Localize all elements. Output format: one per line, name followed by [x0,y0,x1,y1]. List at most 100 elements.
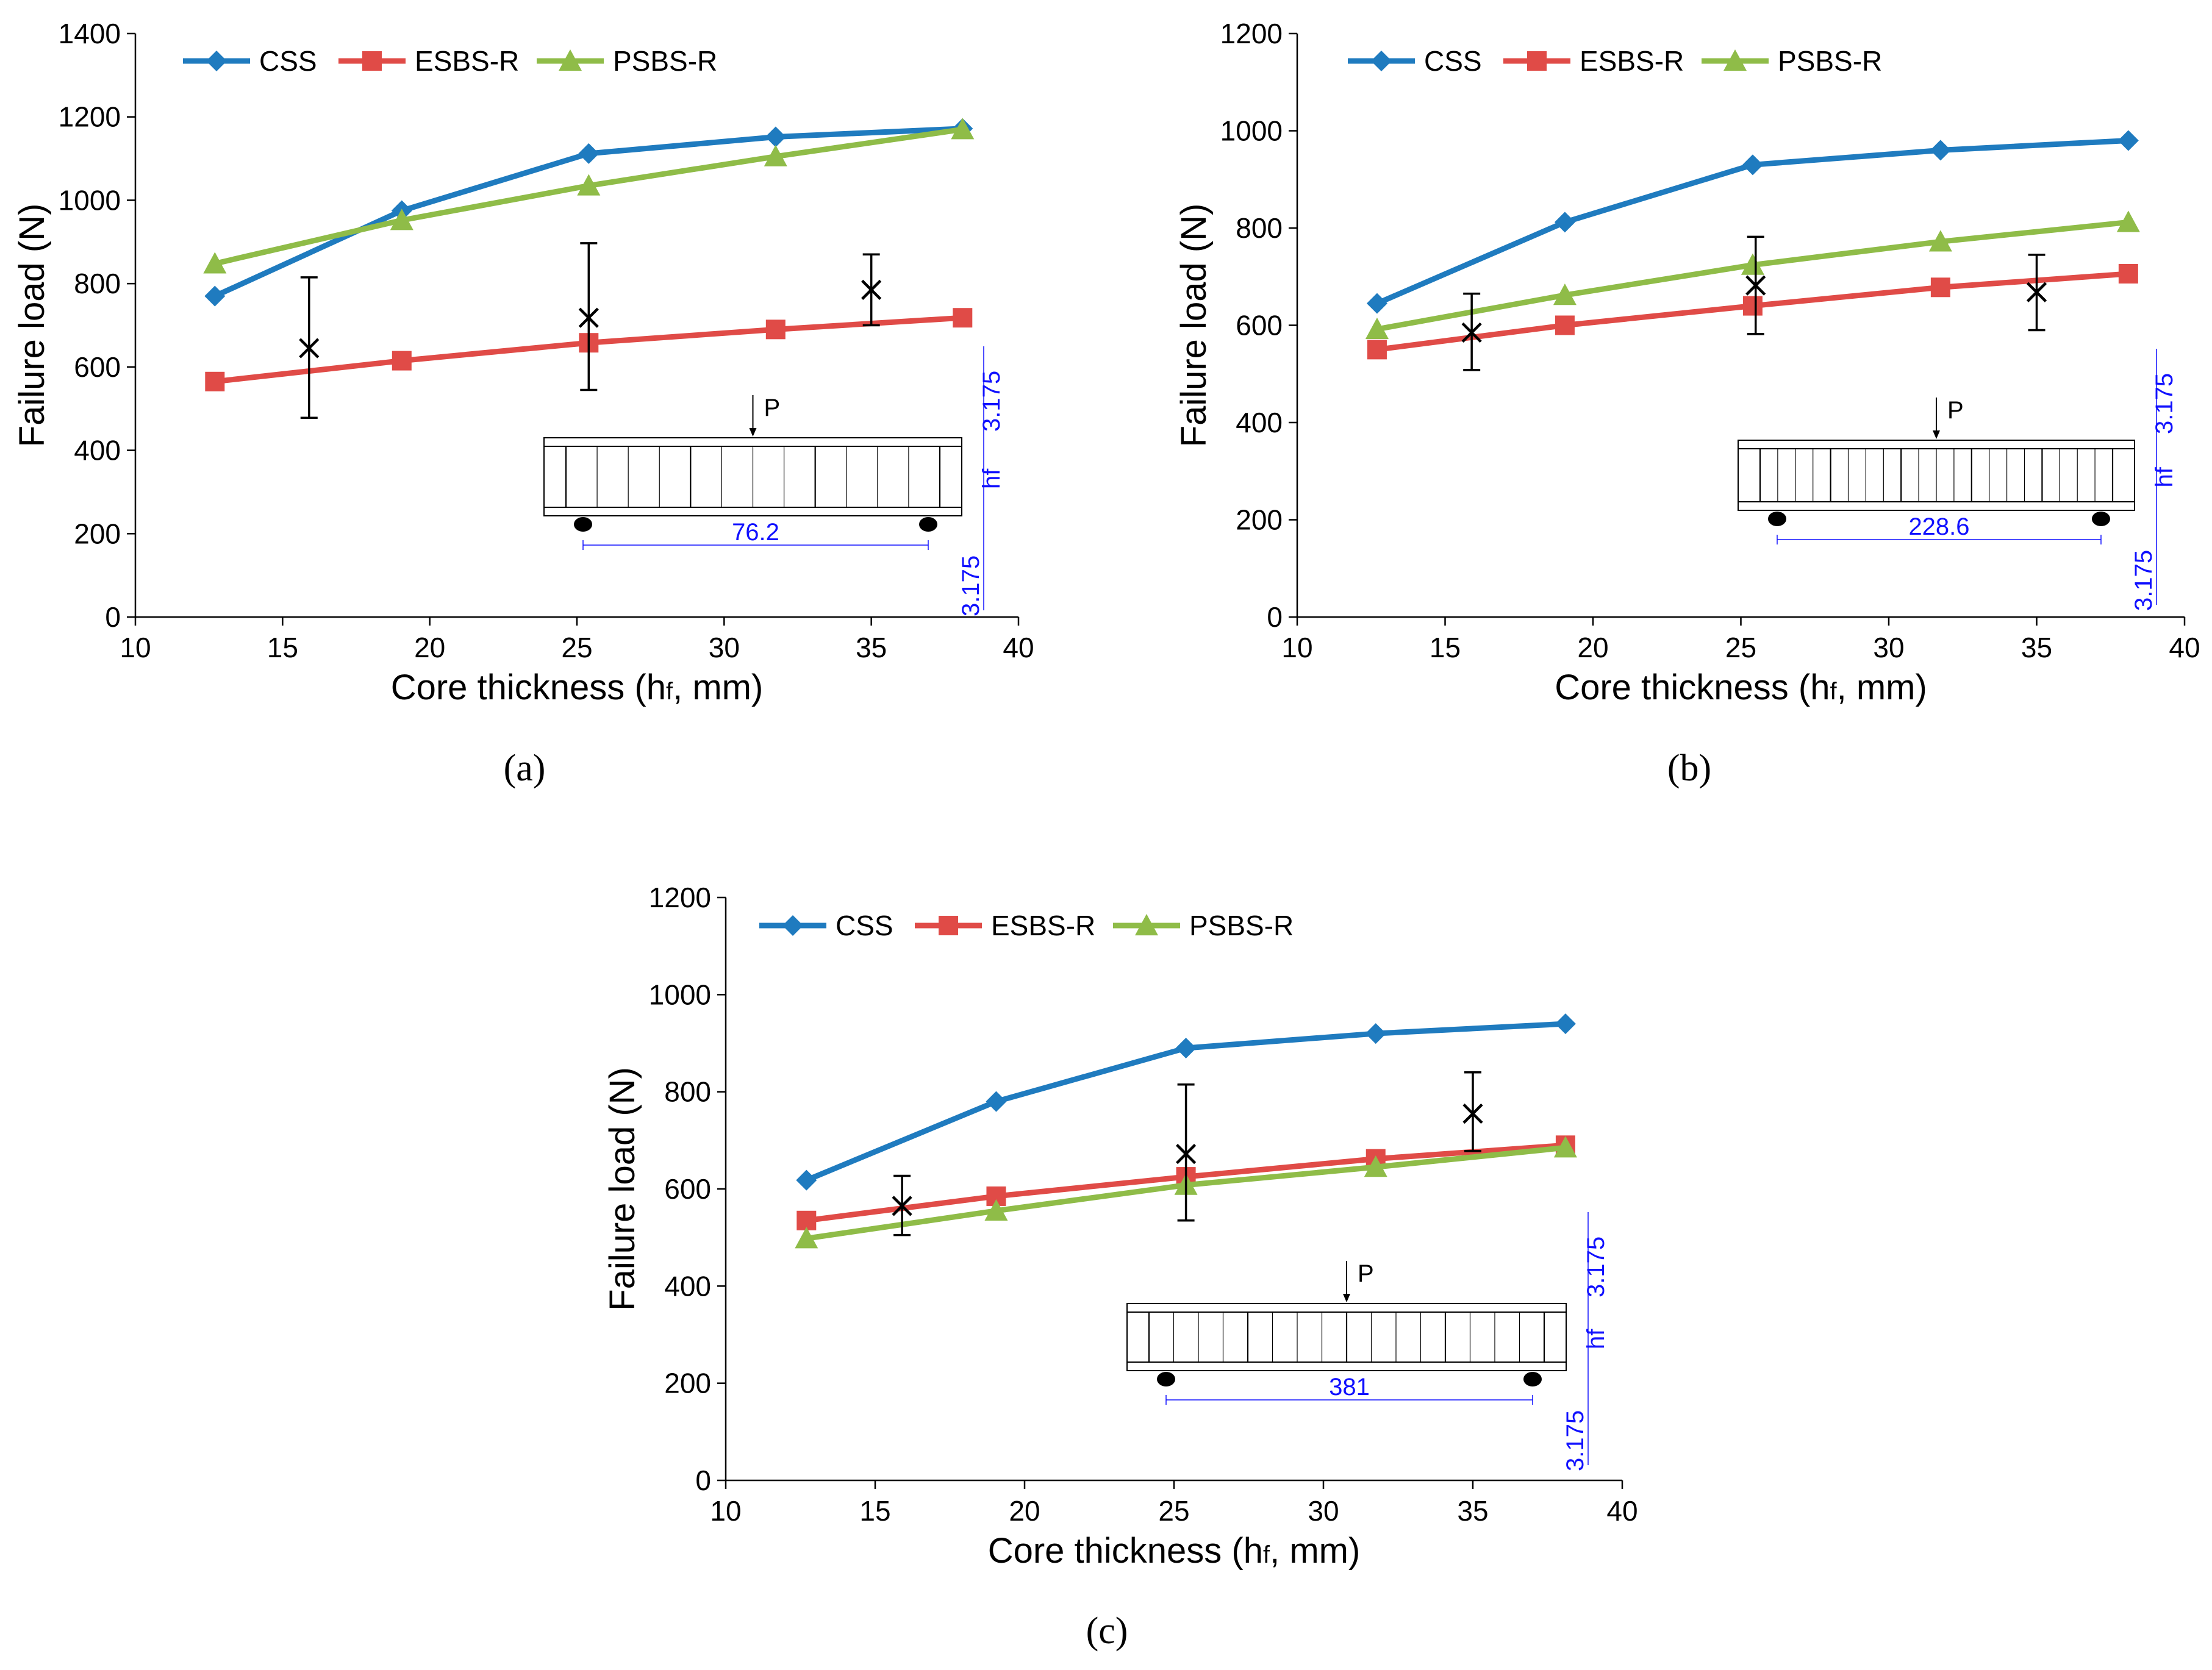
experimental-mean-marker [2026,282,2047,302]
y-tick-label: 0 [105,601,121,633]
data-point-esbs-r [1930,277,1950,298]
legend-marker-psbs-r [1135,914,1158,936]
panel-label: (a) [504,748,546,789]
legend-label-css: CSS [1424,45,1482,77]
data-point-css [2117,130,2139,151]
data-point-css [796,1169,817,1191]
x-tick-label: 30 [709,632,740,663]
bottom-face-thickness-label: 3.175 [1562,1410,1589,1471]
data-point-css [204,285,226,307]
y-axis-title: Failure load (N) [12,204,52,448]
data-point-css [986,1091,1007,1112]
experimental-mean-marker [1461,322,1482,343]
load-arrow-head [749,428,757,437]
x-tick-label: 20 [1577,632,1608,663]
y-tick-label: 1000 [59,184,121,216]
x-tick-label: 35 [856,632,887,663]
y-tick-label: 600 [1236,310,1283,341]
data-point-psbs-r [984,1199,1008,1221]
y-tick-label: 1000 [649,979,711,1010]
data-point-psbs-r [1553,1136,1577,1158]
data-point-esbs-r [392,351,412,371]
legend-marker-css [782,915,803,936]
core-thickness-label: hf [978,468,1005,489]
y-axis-title: Failure load (N) [1174,204,1214,448]
data-point-psbs-r [1741,253,1764,275]
beam-inset-diagram: P 381 3.175 hf 3.175 [1126,1212,1609,1471]
legend-label-psbs-r: PSBS-R [1189,910,1294,941]
x-tick-label: 30 [1308,1495,1339,1527]
y-tick-label: 0 [695,1465,711,1496]
y-tick-label: 600 [74,351,121,383]
x-tick-label: 40 [1606,1495,1638,1527]
y-tick-label: 800 [1236,212,1283,244]
data-point-esbs-r [1367,340,1387,360]
bottom-face-thickness-label: 3.175 [2130,550,2157,611]
y-tick-label: 400 [74,435,121,466]
legend-marker-psbs-r [1723,49,1747,71]
chart-panel-1: 0 200 400 600 800 1000 1200 1400 10 15 20 25 30 35 40 C… [12,18,1034,789]
experimental-mean-marker [1462,1103,1483,1124]
x-axis-title: Core thickness (hf, mm) [391,668,764,707]
left-support [574,517,592,532]
legend-marker-psbs-r [559,49,582,71]
core-thickness-label: hf [2151,466,2178,487]
data-point-css [578,143,600,164]
right-support [1523,1372,1542,1386]
y-tick-label: 1200 [649,882,711,913]
y-tick-label: 0 [1267,601,1283,633]
x-tick-label: 10 [1281,632,1312,663]
data-point-css [1554,212,1575,233]
y-tick-label: 1200 [1220,18,1283,49]
data-point-css [1175,1037,1197,1058]
load-label: P [1947,397,1964,424]
data-point-psbs-r [577,174,601,196]
data-point-psbs-r [2116,210,2140,232]
legend-label-css: CSS [259,45,317,77]
data-point-esbs-r [1555,315,1575,335]
experimental-mean-marker [1176,1144,1197,1165]
data-point-psbs-r [1928,230,1952,252]
top-face-thickness-label: 3.175 [978,371,1005,432]
x-axis-title: Core thickness (hf, mm) [988,1531,1361,1571]
data-point-psbs-r [795,1227,818,1249]
data-point-esbs-r [205,371,225,391]
data-point-psbs-r [764,145,787,166]
experimental-mean-marker [892,1196,912,1216]
load-label: P [1358,1260,1374,1287]
core-thickness-label: hf [1583,1329,1609,1349]
y-tick-label: 400 [664,1270,711,1302]
x-tick-label: 25 [1158,1495,1189,1527]
x-tick-label: 35 [2021,632,2052,663]
data-point-esbs-r [2118,263,2138,284]
y-tick-label: 200 [74,518,121,549]
bottom-face-thickness-label: 3.175 [957,555,984,616]
x-axis-title: Core thickness (hf, mm) [1555,668,1927,707]
x-tick-label: 15 [1430,632,1461,663]
beam-inset-diagram: P 228.6 3.175 hf 3.175 [1738,349,2178,611]
data-point-esbs-r [765,319,786,340]
beam-inset-diagram: P 76.2 3.175 hf 3.175 [543,346,1005,616]
chart-panel-3: 0 200 400 600 800 1000 1200 10 15 20 25 30 35 40 Core … [603,882,1638,1652]
data-point-psbs-r [951,118,975,140]
x-tick-label: 40 [2169,632,2200,663]
legend-label-psbs-r: PSBS-R [1778,45,1882,77]
legend-label-psbs-r: PSBS-R [613,45,717,77]
data-point-css [1365,1023,1386,1044]
data-point-psbs-r [203,252,227,274]
x-tick-label: 15 [859,1495,890,1527]
y-tick-label: 200 [664,1368,711,1399]
right-support [919,517,937,532]
legend-marker-css [1371,51,1392,71]
span-dimension-label: 76.2 [732,519,779,546]
x-tick-label: 35 [1457,1495,1488,1527]
legend-label-esbs-r: ESBS-R [1580,45,1684,77]
experimental-mean-marker [578,307,599,328]
load-arrow-head [1343,1294,1350,1302]
panel-label: (b) [1667,748,1711,789]
legend-label-css: CSS [836,910,893,941]
span-dimension-label: 381 [1329,1374,1370,1401]
y-tick-label: 1000 [1220,115,1283,147]
right-support [2092,512,2110,526]
